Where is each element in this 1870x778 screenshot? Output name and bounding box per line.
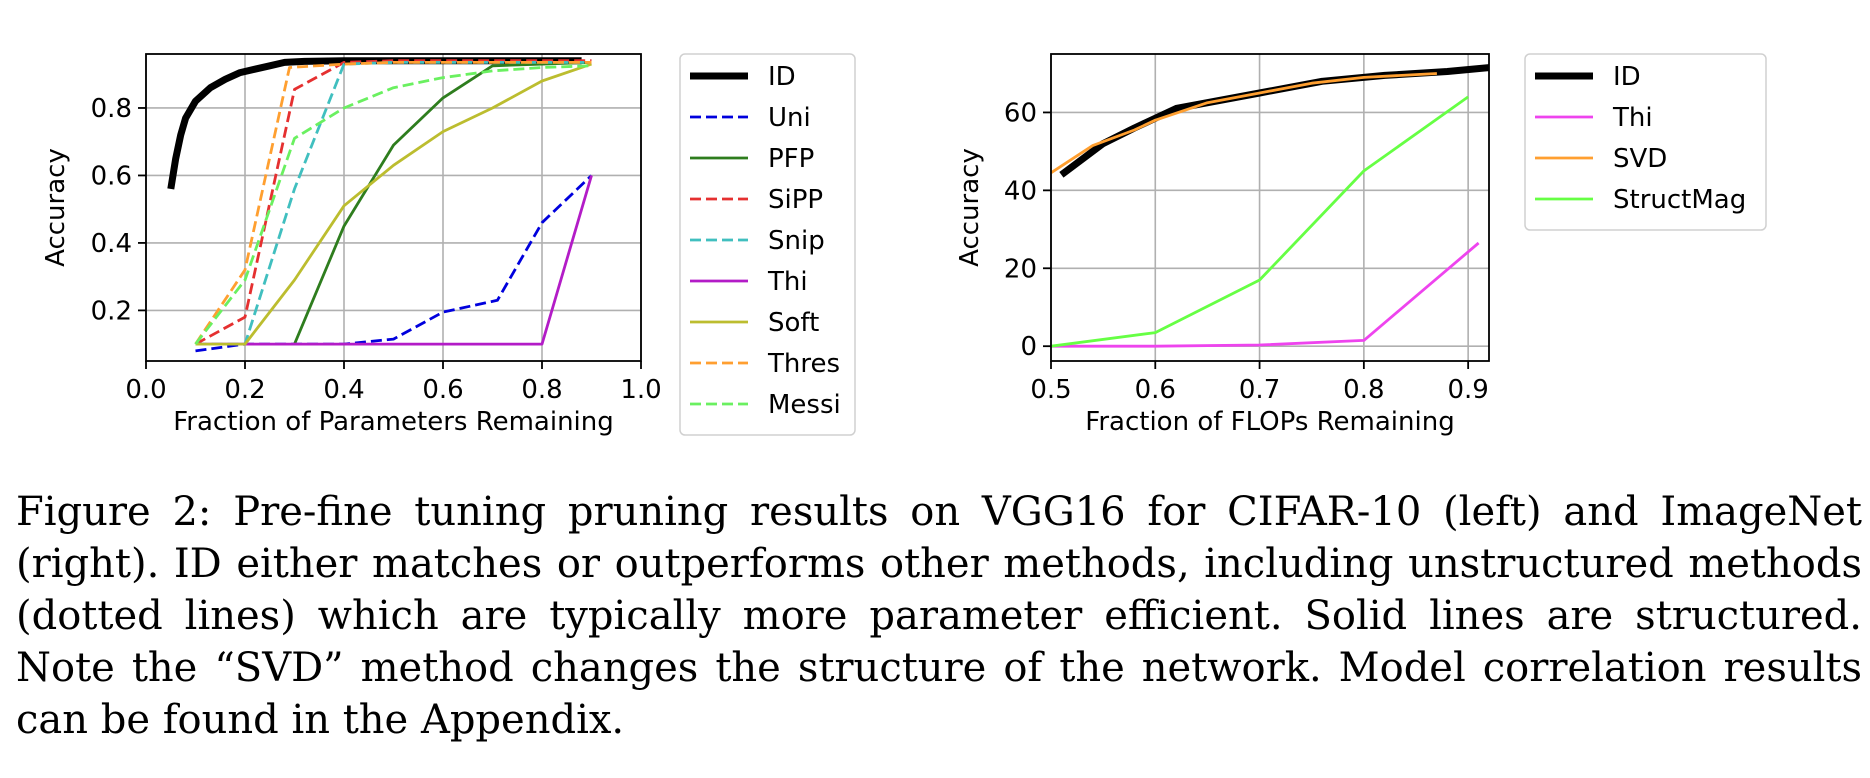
right-y-tick-label: 0 — [1020, 332, 1037, 362]
left-y-tick-label: 0.2 — [91, 296, 132, 326]
right-series-line-thi — [1051, 241, 1480, 348]
left-series-line-thres — [194, 61, 592, 345]
left-series-line-sipp — [194, 59, 592, 346]
left-series-line-messi — [194, 64, 592, 345]
left-ticks: 0.0 0.2 0.4 0.6 0.8 1.0 0.2 0.4 0.6 0.8 — [91, 94, 662, 405]
right-x-axis-label: Fraction of FLOPs Remaining — [1085, 407, 1454, 437]
right-y-axis-label: Accuracy — [955, 148, 985, 267]
right-x-tick-label: 0.7 — [1239, 375, 1280, 405]
left-y-axis-label: Accuracy — [41, 148, 71, 267]
left-legend: ID Uni PFP SiPP Snip Thi Soft Thres Messi — [679, 53, 856, 436]
left-x-axis-label: Fraction of Parameters Remaining — [173, 407, 614, 437]
right-y-tick-label: 60 — [1004, 98, 1037, 128]
right-series-line-svd — [1051, 72, 1437, 174]
left-legend-label-sipp: SiPP — [768, 185, 823, 215]
left-grid — [145, 54, 642, 361]
left-legend-label-uni: Uni — [768, 103, 811, 133]
left-series-line-pfp — [293, 61, 592, 345]
right-series-line-id — [1059, 64, 1489, 178]
right-legend-box — [1524, 53, 1767, 231]
left-legend-label-pfp: PFP — [768, 144, 814, 174]
left-legend-label-messi: Messi — [768, 390, 841, 420]
left-x-tick-label: 0.8 — [521, 375, 562, 405]
right-legend-label-id: ID — [1613, 62, 1641, 92]
right-legend: ID Thi SVD StructMag — [1524, 53, 1767, 231]
left-legend-box — [679, 53, 856, 436]
right-legend-label-svd: SVD — [1613, 144, 1667, 174]
right-series-line-structmag — [1051, 95, 1469, 348]
left-legend-label-thi: Thi — [767, 267, 808, 297]
left-y-tick-label: 0.6 — [91, 161, 132, 191]
left-series-lines — [167, 57, 593, 353]
right-x-tick-label: 0.8 — [1343, 375, 1384, 405]
right-plot-frame — [1050, 53, 1490, 362]
imagenet-accuracy-chart: 0.5 0.6 0.7 0.8 0.9 0 20 40 60 Fraction of FLOPs… — [955, 53, 1767, 437]
left-y-tick-label: 0.4 — [91, 229, 132, 259]
right-ticks: 0.5 0.6 0.7 0.8 0.9 0 20 40 60 — [1004, 98, 1489, 405]
left-y-tick-label: 0.8 — [91, 94, 132, 124]
right-y-tick-label: 20 — [1004, 254, 1037, 284]
right-y-tick-label: 40 — [1004, 176, 1037, 206]
right-x-tick-label: 0.6 — [1135, 375, 1176, 405]
left-legend-label-thres: Thres — [767, 349, 840, 379]
right-legend-label-structmag: StructMag — [1613, 185, 1746, 215]
right-x-tick-label: 0.9 — [1447, 375, 1488, 405]
right-x-tick-label: 0.5 — [1030, 375, 1071, 405]
left-x-tick-label: 0.0 — [125, 375, 166, 405]
left-x-tick-label: 0.6 — [422, 375, 463, 405]
left-plot-frame — [145, 53, 642, 362]
left-x-tick-label: 0.2 — [224, 375, 265, 405]
left-x-tick-label: 1.0 — [620, 375, 661, 405]
cifar10-accuracy-chart: 0.0 0.2 0.4 0.6 0.8 1.0 0.2 0.4 0.6 0.8 Fraction … — [41, 53, 856, 437]
left-series-line-uni — [195, 174, 593, 353]
right-series-lines — [1051, 64, 1489, 348]
left-series-line-thi — [195, 175, 593, 346]
left-legend-label-id: ID — [768, 62, 796, 92]
left-series-line-id — [167, 57, 582, 190]
left-x-tick-label: 0.4 — [323, 375, 364, 405]
figure-caption: Figure 2: Pre-fine tuning pruning result… — [16, 489, 1862, 743]
left-legend-label-soft: Soft — [768, 308, 819, 338]
right-grid — [1050, 54, 1489, 361]
left-series-line-soft — [195, 62, 592, 346]
left-legend-label-snip: Snip — [768, 226, 825, 256]
right-legend-label-thi: Thi — [1612, 103, 1653, 133]
left-series-line-snip — [195, 61, 592, 346]
